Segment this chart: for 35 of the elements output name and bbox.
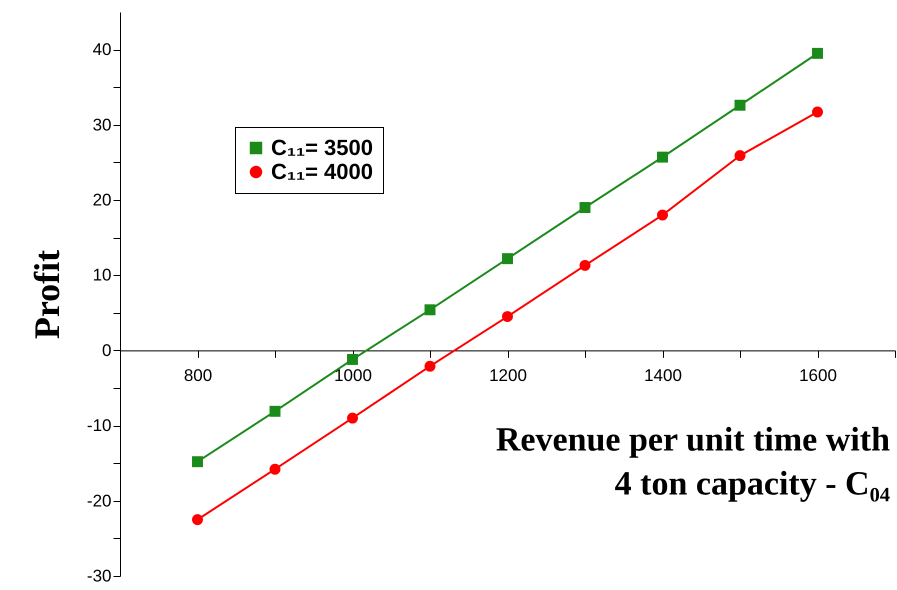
point [812,106,823,118]
point [424,304,436,316]
y-tick-label: 40 [92,40,112,60]
y-tick-label: -10 [86,416,112,436]
y-axis-title: Profit [26,250,67,340]
y-tick-label: 30 [92,115,112,134]
point [347,354,358,365]
x-tick-label: 1400 [644,366,682,385]
point [734,100,746,111]
point [734,150,746,162]
x-tick-label: 800 [184,366,212,385]
point [270,406,280,417]
point [657,210,668,221]
point [424,360,436,372]
x-tick-label: 1200 [489,366,527,385]
point [580,202,590,213]
point [502,311,513,322]
y-tick-label: -30 [86,566,112,586]
x-tick-label: 1000 [334,366,372,385]
y-tick-label: 10 [92,266,112,285]
point [502,253,513,264]
x-axis-title: Revenue per unit time with 4 ton capacity - C₀₄ [496,422,890,503]
point [270,464,280,475]
point [812,48,823,59]
legend-label: C₁₁= 3500 [271,135,373,160]
y-tick-label: -20 [86,491,112,510]
point [192,456,203,468]
y-tick-label: 20 [92,190,112,210]
point [580,260,590,271]
point [657,152,668,163]
y-tick-label: 0 [102,340,112,360]
point [192,514,203,526]
point [347,412,358,424]
legend-label: C₁₁= 4000 [271,159,373,184]
x-tick-label: 1600 [799,366,837,385]
